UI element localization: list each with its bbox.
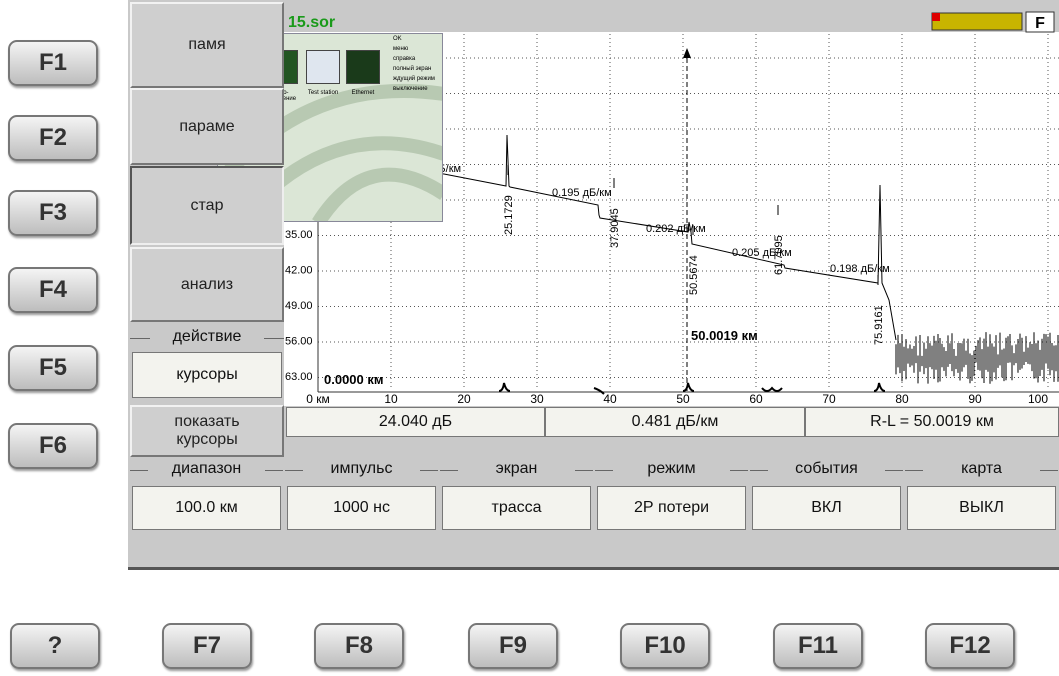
function-key[interactable]: F7 [162, 623, 252, 669]
setting-label: карта [923, 460, 1040, 478]
event-marker [593, 387, 605, 395]
noise [895, 332, 1059, 384]
function-key[interactable]: F5 [8, 345, 98, 391]
menu-button[interactable]: параме [130, 88, 284, 165]
origin-distance: 0.0000 км [324, 372, 384, 387]
function-key[interactable]: F4 [8, 267, 98, 313]
x-label: 40 [603, 392, 617, 406]
action-label: действие [150, 328, 264, 346]
overlay-menu-item[interactable]: OK [393, 36, 402, 42]
function-key[interactable]: F11 [773, 623, 863, 669]
event-label: 50.5674 [688, 255, 700, 295]
app-label: Test station [307, 90, 339, 96]
x-label: 90 [968, 392, 982, 406]
app-icon[interactable] [306, 50, 340, 84]
overlay-menu-item[interactable]: ждущий режим [393, 76, 435, 82]
file-name: 15.sor [288, 14, 335, 31]
setting-value[interactable]: 100.0 км [132, 486, 281, 530]
x-label: 100 [1028, 392, 1048, 406]
setting-label: экран [458, 460, 575, 478]
function-key[interactable]: F3 [8, 190, 98, 236]
x-label: 60 [749, 392, 763, 406]
action-value[interactable]: курсоры [132, 352, 282, 398]
x-label: 50 [676, 392, 690, 406]
event-label: 37.9045 [609, 208, 621, 248]
function-key[interactable]: F12 [925, 623, 1015, 669]
measurement: R-L = 50.0019 км [805, 407, 1059, 437]
setting-value[interactable]: 2Р потери [597, 486, 746, 530]
overlay-menu-item[interactable]: справка [393, 56, 416, 62]
setting-label: события [768, 460, 885, 478]
setting-label: диапазон [148, 460, 265, 478]
event-marker [873, 382, 886, 392]
level-indicator [931, 12, 1023, 31]
show-cursors-button[interactable]: показать курсоры [130, 405, 284, 457]
y-label: 49.00 [285, 300, 313, 312]
overlay-menu-item[interactable]: меню [393, 46, 409, 52]
level-indicator-red [932, 13, 940, 21]
function-key[interactable]: F8 [314, 623, 404, 669]
event-label: 75.9161 [873, 305, 885, 345]
x-label: 70 [822, 392, 836, 406]
indicator-box [1025, 11, 1055, 33]
function-key[interactable]: ? [10, 623, 100, 669]
slope-label: 0.198 дБ/км [830, 263, 890, 275]
event-marker [682, 382, 695, 392]
function-key[interactable]: F2 [8, 115, 98, 161]
setting-value[interactable]: трасса [442, 486, 591, 530]
event-label: 61.7095 [773, 235, 785, 275]
title-bar [284, 10, 1059, 32]
setting-value[interactable]: ВКЛ [752, 486, 901, 530]
y-label: 56.00 [285, 336, 313, 348]
x-label: 20 [457, 392, 471, 406]
y-label: 63.00 [285, 371, 313, 383]
overlay-menu-item[interactable]: полный экран [393, 66, 432, 72]
setting-value[interactable]: 1000 нс [287, 486, 436, 530]
menu-button[interactable]: памя [130, 2, 284, 88]
measurement: 0.481 дБ/км [545, 407, 805, 437]
y-label: 42.00 [285, 265, 313, 277]
x-label: 30 [530, 392, 544, 406]
slope-label: 0.202 дБ/км [646, 223, 706, 235]
app-label: Ethernet [351, 90, 375, 96]
event-marker [498, 382, 511, 392]
overlay-menu-item[interactable]: выключение [393, 86, 428, 92]
app-icon[interactable] [346, 50, 380, 84]
indicator: F [1035, 15, 1045, 32]
x-label: 80 [895, 392, 909, 406]
menu-button[interactable]: стар [130, 166, 284, 245]
slope-label: 0.195 дБ/км [552, 187, 612, 199]
setting-label: режим [613, 460, 730, 478]
event-marker [761, 386, 783, 392]
slope-label: 0.205 дБ/км [732, 247, 792, 259]
x-label: 0 км [306, 392, 330, 406]
x-label: 10 [384, 392, 398, 406]
cursor-arrow [683, 48, 691, 58]
function-key[interactable]: F9 [468, 623, 558, 669]
trace [284, 134, 897, 341]
measurement: 24.040 дБ [286, 407, 545, 437]
y-label: 35.00 [285, 229, 313, 241]
function-key[interactable]: F10 [620, 623, 710, 669]
function-key[interactable]: F6 [8, 423, 98, 469]
function-key[interactable]: F1 [8, 40, 98, 86]
setting-label: импульс [303, 460, 420, 478]
setting-value[interactable]: ВЫКЛ [907, 486, 1056, 530]
menu-button[interactable]: анализ [130, 247, 284, 322]
cursor-distance: 50.0019 км [691, 328, 758, 343]
event-label: 25.1729 [503, 195, 515, 235]
